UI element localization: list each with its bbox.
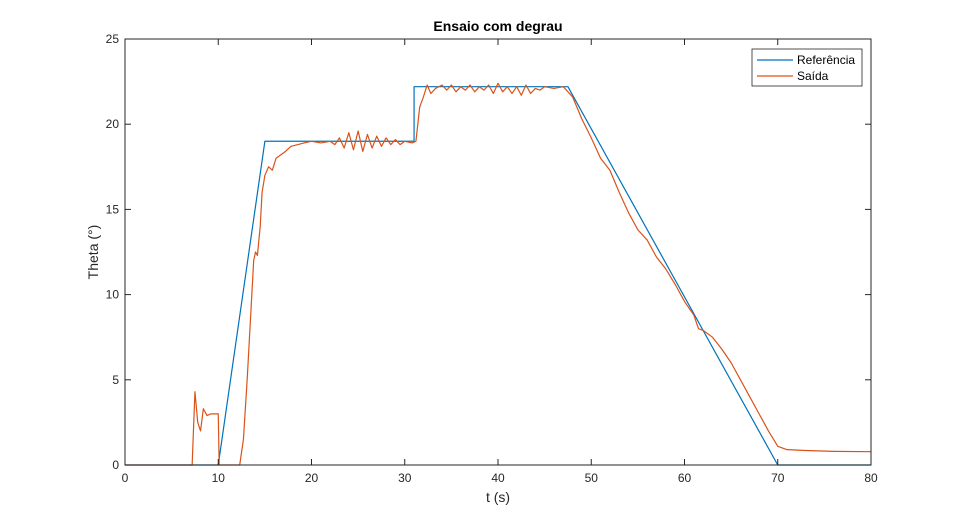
x-tick-label: 10 [212, 471, 226, 485]
y-tick-label: 15 [106, 202, 120, 216]
y-tick-label: 10 [106, 288, 120, 302]
x-tick-label: 20 [305, 471, 319, 485]
chart-title: Ensaio com degrau [433, 18, 562, 34]
x-tick-label: 50 [585, 471, 599, 485]
x-axis-label: t (s) [486, 489, 510, 505]
legend-label-saida: Saída [797, 69, 829, 83]
legend-label-referencia: Referência [797, 53, 855, 67]
y-tick-label: 25 [106, 32, 120, 46]
x-tick-label: 30 [398, 471, 412, 485]
y-tick-label: 0 [112, 458, 119, 472]
series-referencia [125, 86, 871, 466]
series-saida [125, 82, 872, 466]
y-tick-label: 5 [112, 373, 119, 387]
legend-box [751, 48, 863, 87]
plot-area [125, 39, 871, 465]
ticks-layer: 0 10 20 30 40 50 60 70 80 0 5 10 15 20 25 [106, 32, 878, 485]
series-layer [125, 82, 872, 466]
x-tick-label: 40 [491, 471, 505, 485]
y-tick-label: 20 [106, 117, 120, 131]
y-axis-label: Theta (°) [85, 225, 101, 280]
x-tick-label: 0 [122, 471, 129, 485]
x-tick-label: 80 [864, 471, 878, 485]
legend: Referência Saída [751, 48, 863, 87]
x-tick-label: 70 [771, 471, 785, 485]
x-tick-label: 60 [678, 471, 692, 485]
